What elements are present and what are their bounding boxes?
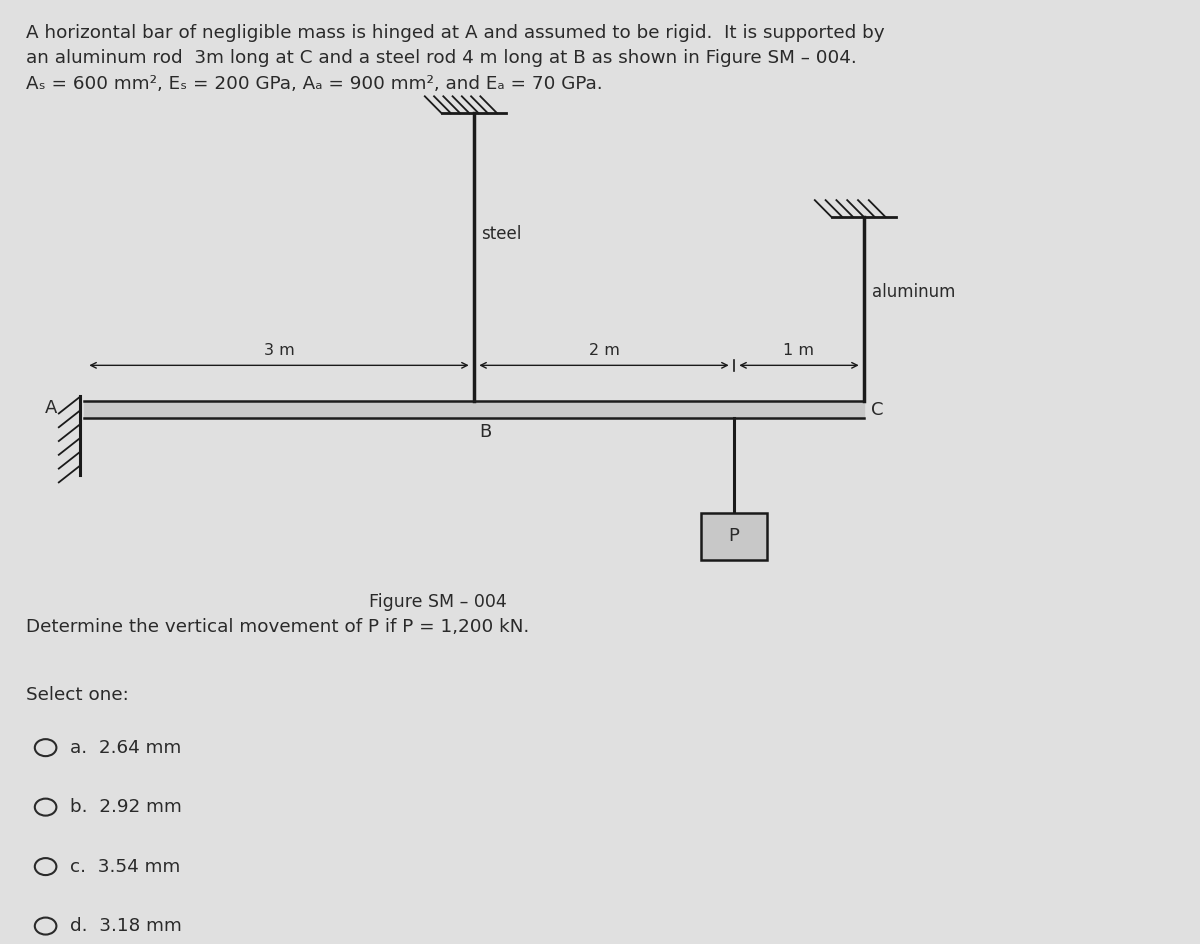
Text: a.  2.64 mm: a. 2.64 mm — [70, 738, 181, 757]
Text: B: B — [479, 423, 491, 441]
Text: steel: steel — [481, 225, 522, 243]
Text: Determine the vertical movement of P if P = 1,200 kN.: Determine the vertical movement of P if … — [26, 618, 529, 636]
Text: 3 m: 3 m — [264, 343, 294, 358]
Text: 2 m: 2 m — [588, 343, 619, 358]
Text: d.  3.18 mm: d. 3.18 mm — [70, 917, 181, 936]
Text: 1 m: 1 m — [784, 343, 815, 358]
Text: A: A — [46, 398, 58, 417]
Text: A horizontal bar of negligible mass is hinged at A and assumed to be rigid.  It : A horizontal bar of negligible mass is h… — [26, 24, 886, 42]
Text: Select one:: Select one: — [26, 686, 130, 704]
Bar — [701, 513, 767, 560]
Text: b.  2.92 mm: b. 2.92 mm — [70, 798, 181, 817]
Text: Figure SM – 004: Figure SM – 004 — [370, 593, 506, 611]
Text: C: C — [871, 400, 883, 419]
Text: an aluminum rod  3m long at C and a steel rod 4 m long at B as shown in Figure S: an aluminum rod 3m long at C and a steel… — [26, 49, 857, 67]
Text: aluminum: aluminum — [872, 283, 955, 301]
Text: c.  3.54 mm: c. 3.54 mm — [70, 857, 180, 876]
Text: P: P — [728, 527, 739, 546]
Text: Aₛ = 600 mm², Eₛ = 200 GPa, Aₐ = 900 mm², and Eₐ = 70 GPa.: Aₛ = 600 mm², Eₛ = 200 GPa, Aₐ = 900 mm²… — [26, 75, 604, 93]
